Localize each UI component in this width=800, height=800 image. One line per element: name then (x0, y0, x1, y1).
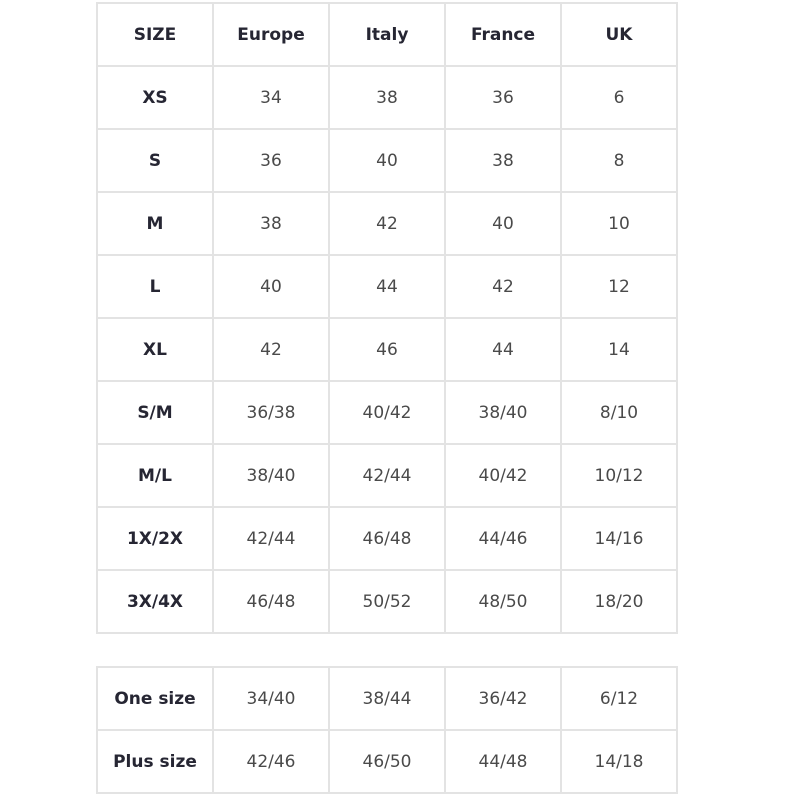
table-row: 3X/4X 46/48 50/52 48/50 18/20 (96, 569, 678, 634)
size-value-cell: 12 (560, 254, 678, 319)
column-header: UK (560, 2, 678, 67)
size-value-cell: 40 (212, 254, 330, 319)
size-label-cell: S (96, 128, 214, 193)
table-row: XL 42 46 44 14 (96, 317, 678, 382)
extra-size-table: One size 34/40 38/44 36/42 6/12 Plus size 42/4… (96, 666, 678, 794)
size-chart-table: SIZE Europe Italy France UK XS 34 38 36 6 S 36 40 38 8… (96, 2, 678, 634)
table-row: XS 34 38 36 6 (96, 65, 678, 130)
table-row: M/L 38/40 42/44 40/42 10/12 (96, 443, 678, 508)
size-value-cell: 18/20 (560, 569, 678, 634)
size-value-cell: 44/48 (444, 729, 562, 794)
size-value-cell: 46 (328, 317, 446, 382)
size-value-cell: 38/44 (328, 666, 446, 731)
size-label-cell: L (96, 254, 214, 319)
table-row: 1X/2X 42/44 46/48 44/46 14/16 (96, 506, 678, 571)
table-row: One size 34/40 38/44 36/42 6/12 (96, 666, 678, 731)
size-label-cell: 3X/4X (96, 569, 214, 634)
size-value-cell: 46/48 (212, 569, 330, 634)
size-value-cell: 38/40 (444, 380, 562, 445)
size-label-cell: XS (96, 65, 214, 130)
size-value-cell: 44 (328, 254, 446, 319)
size-value-cell: 44 (444, 317, 562, 382)
column-header: Italy (328, 2, 446, 67)
size-value-cell: 10 (560, 191, 678, 256)
size-value-cell: 8 (560, 128, 678, 193)
size-value-cell: 6 (560, 65, 678, 130)
column-header: SIZE (96, 2, 214, 67)
size-value-cell: 38 (328, 65, 446, 130)
size-value-cell: 34/40 (212, 666, 330, 731)
table-row: S 36 40 38 8 (96, 128, 678, 193)
table-row: Plus size 42/46 46/50 44/48 14/18 (96, 729, 678, 794)
size-value-cell: 46/50 (328, 729, 446, 794)
size-label-cell: 1X/2X (96, 506, 214, 571)
size-value-cell: 42/44 (212, 506, 330, 571)
size-value-cell: 38 (444, 128, 562, 193)
size-value-cell: 50/52 (328, 569, 446, 634)
size-value-cell: 40/42 (444, 443, 562, 508)
size-value-cell: 42/44 (328, 443, 446, 508)
header-row: SIZE Europe Italy France UK (96, 2, 678, 67)
size-value-cell: 14/18 (560, 729, 678, 794)
size-value-cell: 46/48 (328, 506, 446, 571)
table-row: M 38 42 40 10 (96, 191, 678, 256)
size-value-cell: 38 (212, 191, 330, 256)
size-value-cell: 44/46 (444, 506, 562, 571)
size-value-cell: 6/12 (560, 666, 678, 731)
size-value-cell: 8/10 (560, 380, 678, 445)
size-value-cell: 36 (212, 128, 330, 193)
size-value-cell: 42 (328, 191, 446, 256)
size-value-cell: 48/50 (444, 569, 562, 634)
size-value-cell: 34 (212, 65, 330, 130)
table-row: L 40 44 42 12 (96, 254, 678, 319)
size-value-cell: 40/42 (328, 380, 446, 445)
size-value-cell: 36/38 (212, 380, 330, 445)
size-value-cell: 38/40 (212, 443, 330, 508)
size-label-cell: One size (96, 666, 214, 731)
size-value-cell: 10/12 (560, 443, 678, 508)
size-value-cell: 42/46 (212, 729, 330, 794)
size-value-cell: 14 (560, 317, 678, 382)
table-row: S/M 36/38 40/42 38/40 8/10 (96, 380, 678, 445)
size-value-cell: 14/16 (560, 506, 678, 571)
size-label-cell: XL (96, 317, 214, 382)
column-header: Europe (212, 2, 330, 67)
size-label-cell: M/L (96, 443, 214, 508)
size-label-cell: Plus size (96, 729, 214, 794)
size-value-cell: 36 (444, 65, 562, 130)
size-value-cell: 40 (444, 191, 562, 256)
column-header: France (444, 2, 562, 67)
size-label-cell: M (96, 191, 214, 256)
size-value-cell: 42 (212, 317, 330, 382)
size-value-cell: 36/42 (444, 666, 562, 731)
size-value-cell: 42 (444, 254, 562, 319)
size-value-cell: 40 (328, 128, 446, 193)
size-label-cell: S/M (96, 380, 214, 445)
